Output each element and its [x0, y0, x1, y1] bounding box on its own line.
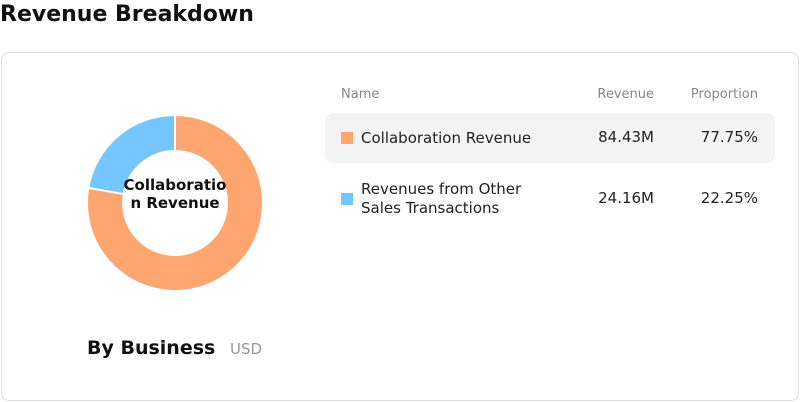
row-name: Collaboration Revenue — [361, 128, 532, 147]
row-highlight — [325, 113, 775, 163]
chart-subtitle: By Business — [87, 337, 216, 359]
donut-slice — [87, 113, 176, 196]
column-header: Proportion — [690, 87, 758, 102]
donut-slice — [86, 113, 264, 292]
row-revenue: 24.16M — [598, 189, 654, 207]
legend-swatch — [341, 132, 353, 144]
legend-swatch — [341, 193, 353, 205]
row-proportion: 77.75% — [700, 128, 758, 146]
center-label: Collaboration Revenue — [123, 176, 227, 212]
unit-label: USD — [230, 340, 263, 358]
row-proportion: 22.25% — [700, 189, 758, 207]
row-revenue: 84.43M — [598, 128, 654, 146]
column-header: Revenue — [597, 87, 654, 102]
row-name: Revenues from Other Sales Transactions — [361, 180, 522, 217]
card — [1, 52, 799, 401]
column-header: Name — [341, 87, 380, 102]
page-title: Revenue Breakdown — [0, 2, 254, 27]
